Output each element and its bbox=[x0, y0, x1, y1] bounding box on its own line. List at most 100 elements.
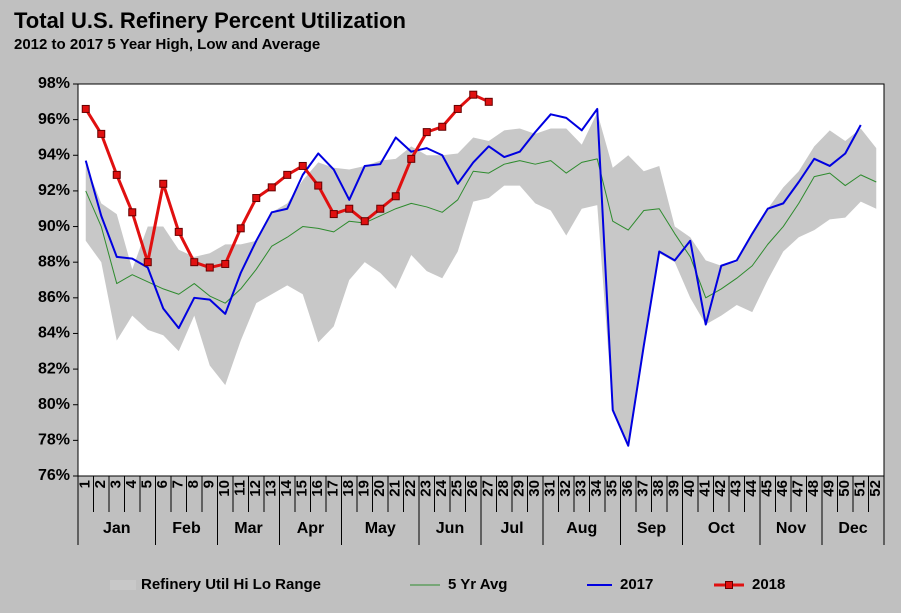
month-label: Mar bbox=[234, 520, 262, 537]
x-tick-label: 39 bbox=[666, 480, 683, 497]
x-tick-label: 4 bbox=[123, 479, 140, 488]
series-line bbox=[85, 158, 877, 304]
y-tick-label: 76% bbox=[38, 467, 70, 484]
x-tick-label: 23 bbox=[418, 480, 435, 497]
x-tick-label: 52 bbox=[867, 480, 884, 497]
x-tick-label: 29 bbox=[511, 480, 528, 497]
y-tick-label: 78% bbox=[38, 432, 70, 449]
month-label: Jun bbox=[436, 520, 464, 537]
marker bbox=[143, 258, 152, 267]
x-tick-label: 32 bbox=[557, 480, 574, 497]
x-tick-label: 31 bbox=[542, 480, 559, 497]
marker bbox=[128, 208, 137, 217]
marker bbox=[267, 183, 276, 192]
x-tick-label: 24 bbox=[433, 479, 450, 496]
y-tick-label: 98% bbox=[38, 75, 70, 92]
x-tick-label: 18 bbox=[340, 480, 357, 497]
marker bbox=[283, 170, 292, 179]
x-tick-label: 9 bbox=[201, 480, 218, 488]
marker bbox=[438, 122, 447, 131]
legend-label: 5 Yr Avg bbox=[448, 576, 507, 593]
x-tick-label: 30 bbox=[526, 480, 543, 497]
marker bbox=[298, 161, 307, 170]
x-tick-label: 13 bbox=[263, 480, 280, 497]
marker bbox=[469, 90, 478, 99]
x-tick-label: 47 bbox=[790, 480, 807, 497]
marker bbox=[159, 179, 168, 188]
month-label: Jul bbox=[500, 520, 523, 537]
x-tick-label: 20 bbox=[371, 480, 388, 497]
month-label: Apr bbox=[297, 520, 325, 537]
x-tick-label: 50 bbox=[836, 480, 853, 497]
x-tick-label: 10 bbox=[216, 480, 233, 497]
x-tick-label: 51 bbox=[852, 480, 869, 497]
month-label: Nov bbox=[776, 520, 806, 537]
legend-label: Refinery Util Hi Lo Range bbox=[141, 576, 321, 593]
chart-subtitle: 2012 to 2017 5 Year High, Low and Averag… bbox=[14, 36, 320, 53]
month-label: Sep bbox=[637, 520, 667, 537]
x-tick-label: 5 bbox=[139, 480, 156, 488]
marker bbox=[190, 258, 199, 267]
y-tick-label: 96% bbox=[38, 111, 70, 128]
x-tick-label: 15 bbox=[294, 480, 311, 497]
legend-swatch bbox=[110, 580, 136, 590]
month-label: Dec bbox=[838, 520, 867, 537]
legend-marker bbox=[725, 581, 733, 589]
x-tick-label: 25 bbox=[449, 480, 466, 497]
y-tick-label: 94% bbox=[38, 146, 70, 163]
x-tick-label: 8 bbox=[185, 480, 202, 488]
x-tick-label: 35 bbox=[604, 480, 621, 497]
x-tick-label: 34 bbox=[588, 479, 605, 496]
marker bbox=[205, 263, 214, 272]
x-tick-label: 12 bbox=[247, 480, 264, 497]
x-tick-label: 43 bbox=[728, 480, 745, 497]
marker bbox=[81, 104, 90, 113]
x-tick-label: 37 bbox=[635, 480, 652, 497]
marker bbox=[252, 194, 261, 203]
x-tick-label: 11 bbox=[232, 480, 249, 496]
x-tick-label: 42 bbox=[712, 480, 729, 497]
marker bbox=[391, 192, 400, 201]
y-tick-label: 90% bbox=[38, 218, 70, 235]
x-tick-label: 21 bbox=[387, 480, 404, 497]
x-tick-label: 19 bbox=[356, 480, 373, 497]
x-tick-label: 28 bbox=[495, 480, 512, 497]
x-tick-label: 46 bbox=[774, 480, 791, 497]
chart-title: Total U.S. Refinery Percent Utilization bbox=[14, 8, 406, 33]
y-tick-label: 88% bbox=[38, 253, 70, 270]
x-tick-label: 40 bbox=[681, 480, 698, 497]
x-tick-label: 44 bbox=[743, 479, 760, 496]
marker bbox=[360, 217, 369, 226]
x-tick-label: 36 bbox=[619, 480, 636, 497]
marker bbox=[345, 204, 354, 213]
y-tick-label: 86% bbox=[38, 289, 70, 306]
x-tick-label: 38 bbox=[650, 480, 667, 497]
x-tick-label: 26 bbox=[464, 480, 481, 497]
month-label: Oct bbox=[708, 520, 735, 537]
x-tick-label: 14 bbox=[278, 479, 295, 496]
x-tick-label: 27 bbox=[480, 480, 497, 497]
x-tick-label: 7 bbox=[170, 480, 187, 488]
legend-label: 2018 bbox=[752, 576, 785, 593]
x-tick-label: 33 bbox=[573, 480, 590, 497]
x-tick-label: 17 bbox=[325, 480, 342, 497]
month-label: Aug bbox=[566, 520, 597, 537]
marker bbox=[236, 224, 245, 233]
marker bbox=[453, 104, 462, 113]
marker bbox=[422, 128, 431, 137]
marker bbox=[221, 259, 230, 268]
marker bbox=[329, 210, 338, 219]
marker bbox=[174, 227, 183, 236]
y-tick-label: 80% bbox=[38, 396, 70, 413]
x-tick-label: 48 bbox=[805, 480, 822, 497]
x-tick-label: 49 bbox=[821, 480, 838, 497]
x-tick-label: 1 bbox=[77, 480, 94, 488]
series-line bbox=[84, 107, 862, 447]
x-tick-label: 2 bbox=[92, 480, 109, 488]
x-tick-label: 6 bbox=[154, 480, 171, 488]
marker bbox=[376, 204, 385, 213]
x-tick-label: 22 bbox=[402, 480, 419, 497]
legend-label: 2017 bbox=[620, 576, 653, 593]
month-label: Jan bbox=[103, 520, 131, 537]
marker bbox=[314, 181, 323, 190]
